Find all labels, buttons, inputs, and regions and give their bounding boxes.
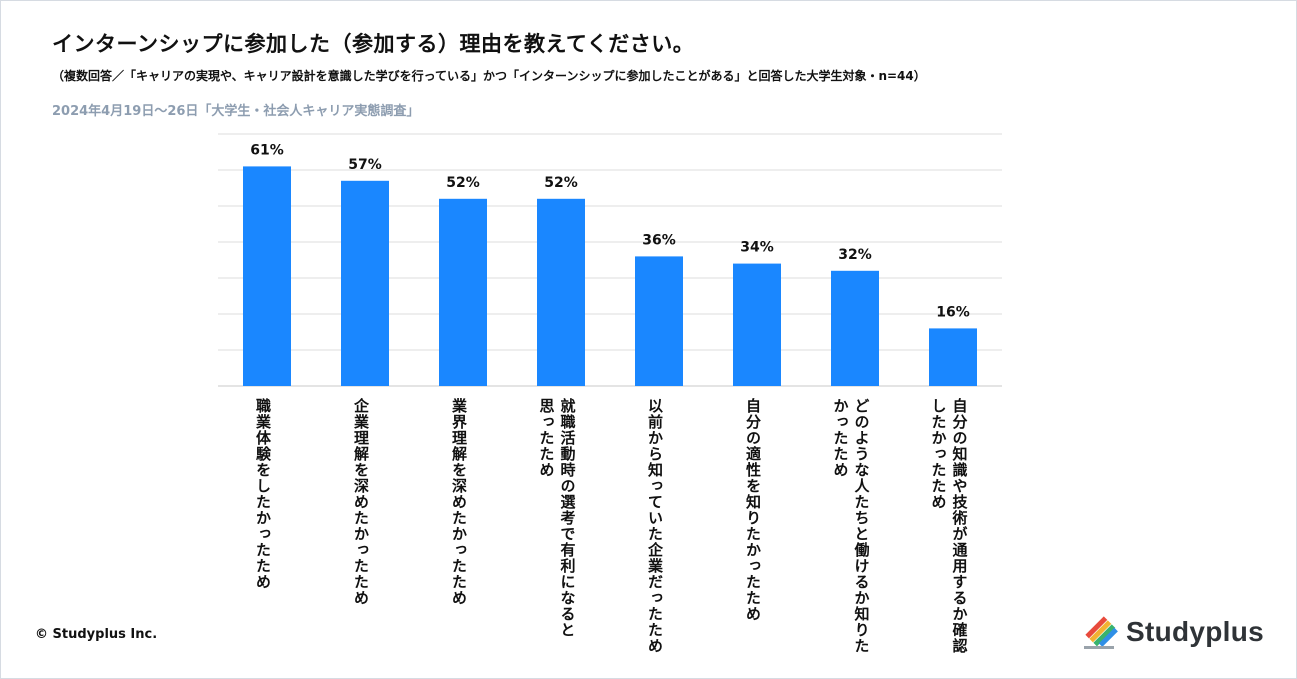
- bar: [831, 270, 879, 386]
- chart-subtitle: （複数回答／「キャリアの実現や、キャリア設計を意識した学びを行っている」かつ「イ…: [52, 69, 926, 83]
- bar: [341, 180, 389, 386]
- category-labels: 職業体験をしたかったため 企業理解を深めたかったため 業界理解を深めたかったため 就職…: [254, 397, 969, 654]
- value-label: 16%: [936, 304, 970, 320]
- bar: [439, 198, 487, 386]
- value-label: 32%: [838, 247, 872, 263]
- bar: [243, 166, 291, 386]
- category-label: 企業理解を深めたかったため: [352, 397, 370, 606]
- category-label: どのような人たちと働けるか知りた: [853, 398, 871, 654]
- bar: [537, 198, 585, 386]
- bar: [635, 256, 683, 386]
- category-label: 自分の知識や技術が通用するか確認: [951, 397, 969, 654]
- value-label: 34%: [740, 240, 774, 256]
- category-label: 思ったため: [538, 398, 556, 478]
- studyplus-logo-icon: [1084, 616, 1118, 649]
- category-label: 以前から知っていた企業だったため: [646, 398, 664, 654]
- value-label: 52%: [446, 175, 480, 191]
- value-label: 57%: [348, 157, 382, 173]
- bar: [733, 263, 781, 386]
- chart-title: インターンシップに参加した（参加する）理由を教えてください。: [52, 32, 695, 56]
- value-labels: 61% 57% 52% 52% 36% 34% 32% 16%: [250, 142, 970, 320]
- copyright: © Studyplus Inc.: [35, 627, 158, 642]
- value-label: 61%: [250, 142, 284, 158]
- bar: [929, 328, 977, 386]
- brand-name: Studyplus: [1126, 616, 1265, 647]
- category-label: 就職活動時の選考で有利になると: [559, 397, 577, 638]
- category-label: 業界理解を深めたかったため: [450, 397, 468, 606]
- category-label: かったため: [832, 398, 850, 478]
- studyplus-logo: Studyplus: [1080, 612, 1264, 652]
- bars: [243, 166, 977, 386]
- survey-label: 2024年4月19日～26日「大学生・社会人キャリア実態調査」: [52, 104, 420, 119]
- value-label: 52%: [544, 175, 578, 191]
- category-label: 自分の適性を知りたかったため: [744, 397, 762, 622]
- value-label: 36%: [642, 232, 676, 248]
- category-label: 職業体験をしたかったため: [254, 397, 272, 590]
- category-label: したかったため: [930, 398, 948, 510]
- gridlines: [218, 133, 1002, 387]
